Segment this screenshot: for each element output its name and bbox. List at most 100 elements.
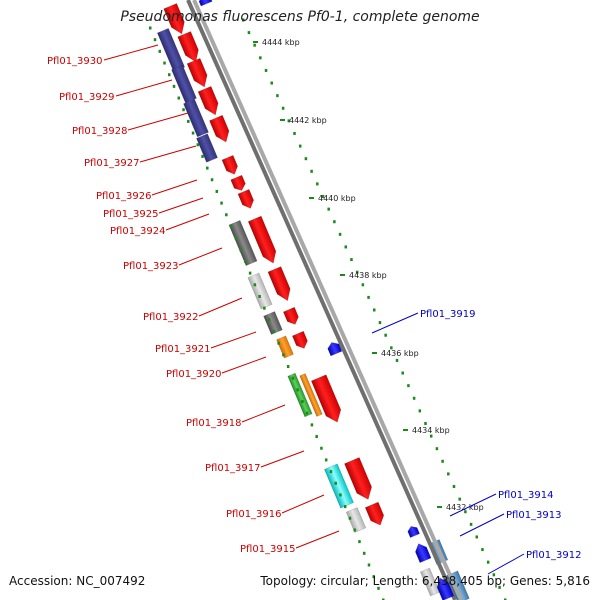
- guide-dot: [339, 493, 342, 497]
- forward-gene-label: Pfl01_3920: [166, 369, 222, 380]
- scale-dot: [327, 207, 330, 211]
- guide-dot: [229, 224, 233, 228]
- forward-gene-arrow: [247, 215, 277, 264]
- cog-block: [183, 98, 209, 138]
- forward-gene-leader-line: [178, 247, 223, 266]
- gene-track: [163, 0, 455, 600]
- guide-dot: [267, 318, 271, 322]
- guide-dot: [215, 189, 219, 193]
- scale-dot: [384, 333, 387, 337]
- forward-gene-label: Pfl01_3924: [110, 226, 166, 237]
- guide-dot: [382, 598, 385, 600]
- guide-dot: [334, 481, 337, 485]
- scale-dot: [247, 31, 251, 35]
- guide-dot: [225, 213, 228, 217]
- backbone-line: [186, 0, 457, 600]
- scale-dot: [475, 535, 479, 539]
- scale-dot: [253, 43, 256, 47]
- forward-gene-arrow: [344, 457, 372, 500]
- scale-dot: [498, 585, 501, 589]
- scale-dot: [316, 182, 319, 186]
- genome-summary-text: Topology: circular; Length: 6,438,405 bp…: [260, 574, 590, 588]
- backbone-track: [186, 0, 463, 600]
- reverse-gene-arrow: [327, 342, 343, 357]
- scale-dot: [407, 384, 410, 388]
- cog-block: [247, 272, 273, 310]
- guide-dot: [305, 411, 309, 415]
- scale-dot: [401, 371, 404, 375]
- scale-dot: [367, 295, 370, 299]
- forward-gene-arrow: [230, 174, 246, 191]
- guide-dot: [358, 540, 361, 544]
- guide-dot: [277, 341, 280, 345]
- scale-dot: [355, 270, 359, 274]
- guide-dot: [201, 154, 204, 158]
- forward-gene-arrow: [310, 374, 342, 423]
- guide-dot: [282, 353, 285, 357]
- scale-tick-label: 4444 kbp: [262, 38, 300, 47]
- scale-dot: [321, 195, 325, 199]
- guide-dot: [367, 563, 371, 567]
- forward-gene-label: Pfl01_3918: [186, 418, 242, 429]
- scale-dot: [458, 497, 461, 501]
- scale-dot: [310, 169, 313, 173]
- guide-dot: [353, 528, 356, 532]
- guide-dot: [172, 84, 176, 88]
- scale-dot: [412, 396, 416, 400]
- scale-dot: [373, 308, 376, 312]
- scale-dot: [264, 68, 268, 72]
- reverse-gene-label: Pfl01_3919: [420, 309, 476, 320]
- forward-gene-label: Pfl01_3916: [226, 509, 282, 520]
- guide-dot: [220, 201, 223, 205]
- guide-dot: [182, 108, 185, 112]
- forward-gene-leader-line: [151, 179, 198, 196]
- scale-dot: [350, 258, 353, 262]
- forward-gene-arrow: [209, 114, 230, 143]
- scale-dot: [424, 421, 427, 425]
- scale-dot: [338, 232, 342, 236]
- forward-gene-arrow: [163, 3, 185, 35]
- forward-gene-leader-line: [158, 197, 204, 214]
- guide-dot: [286, 365, 290, 369]
- scale-dot: [259, 56, 262, 60]
- scale-dot: [270, 81, 273, 85]
- forward-gene-arrow: [364, 501, 385, 526]
- guide-dot: [253, 283, 257, 287]
- scale-dot: [441, 459, 444, 463]
- forward-gene-arrow: [186, 57, 208, 88]
- forward-gene-label: Pfl01_3928: [72, 126, 128, 137]
- scale-track: 4444 kbp 4442 kbp 4440 kbp 4438 kbp 4436 kbp…: [149, 18, 507, 600]
- scale-tick-label: 4436 kbp: [381, 349, 419, 358]
- guide-dot: [263, 306, 266, 310]
- cog-block: [419, 567, 441, 597]
- guide-dot: [291, 376, 295, 380]
- scale-dot: [361, 283, 365, 287]
- cog-block: [228, 220, 258, 266]
- scale-dot: [469, 522, 473, 526]
- scale-tick-label: 4442 kbp: [289, 116, 327, 125]
- guide-dot: [187, 119, 190, 123]
- cog-block: [299, 373, 323, 417]
- guide-dot: [258, 294, 261, 298]
- guide-dot: [210, 178, 214, 182]
- forward-gene-leader-line: [198, 297, 243, 317]
- cog-block: [287, 372, 313, 418]
- guide-dot: [296, 388, 299, 392]
- reverse-gene-arrow: [415, 543, 432, 564]
- guide-dot: [196, 143, 200, 147]
- guide-dot: [149, 26, 152, 30]
- reverse-gene-leader-line: [371, 312, 419, 334]
- forward-gene-leader-line: [221, 356, 267, 374]
- guide-dot: [239, 248, 242, 252]
- reverse-gene-leader-line: [487, 553, 525, 575]
- scale-dot: [464, 510, 467, 514]
- guide-dot: [158, 49, 162, 53]
- forward-gene-label: Pfl01_3915: [240, 544, 296, 555]
- forward-gene-leader-line: [295, 530, 340, 549]
- guide-dot: [206, 166, 209, 170]
- cog-block: [263, 311, 283, 335]
- guide-dot: [163, 61, 166, 65]
- forward-gene-leader-line: [210, 331, 257, 349]
- scale-dot: [242, 18, 245, 22]
- reverse-gene-arrow: [198, 0, 213, 7]
